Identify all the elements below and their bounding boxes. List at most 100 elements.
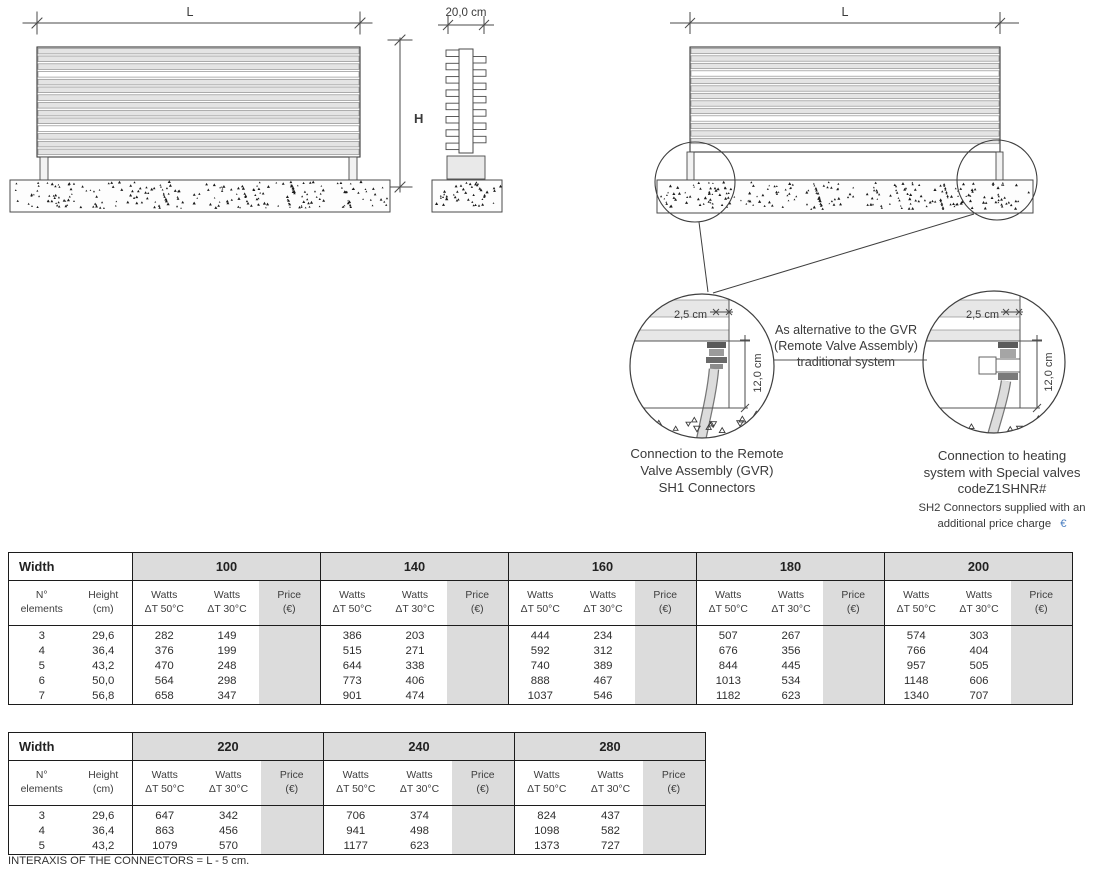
header-line: Height: [88, 770, 119, 782]
height-value: 56,8: [92, 690, 115, 702]
header-line: Watts: [777, 590, 805, 602]
watts-dt50-value: 1340: [884, 689, 948, 705]
price-value: [451, 824, 515, 839]
watts-dt50-value: 844: [696, 659, 760, 674]
col-header-watts-dt30: Watts ΔT 30°C: [387, 760, 452, 806]
elements-value: 3: [38, 810, 45, 822]
euro-currency-symbol: €: [1060, 518, 1067, 530]
col-header-elements: N° elements: [8, 760, 75, 806]
elements-value: 5: [38, 840, 45, 852]
watts-dt50-value: 1182: [696, 689, 760, 705]
alt-note-line3: traditional system: [797, 355, 895, 369]
spec-table: Width 100 140 160 180 200 N° elements Height (cm)…: [8, 552, 1073, 705]
width-group-header: 180: [696, 552, 885, 581]
height-value: 43,2: [92, 660, 115, 672]
watts-dt50-value: 1148: [884, 674, 948, 689]
header-line: ΔT 30°C: [959, 604, 999, 615]
table-row: 7 56,8 658 347 901 474 1037 546 1182 623 1340 707: [9, 689, 1073, 705]
width-label: Width: [8, 552, 133, 581]
price-value: [258, 659, 321, 674]
price-value: [446, 659, 509, 674]
price-value: [642, 824, 706, 839]
col-header-watts-dt50: Watts ΔT 50°C: [320, 580, 384, 626]
watts-dt30-value: 467: [593, 675, 613, 687]
header-line: Watts: [406, 770, 433, 782]
col-header-height: Height (cm): [74, 580, 133, 626]
price-value: [1010, 674, 1073, 689]
header-line: ΔT 30°C: [208, 784, 249, 795]
alt-note-line1: As alternative to the GVR: [775, 323, 917, 337]
elements-value: 7: [38, 690, 45, 702]
header-line: ΔT 50°C: [332, 604, 372, 615]
price-value: [634, 625, 697, 644]
header-line: Price: [279, 770, 304, 782]
height-value: 43,2: [92, 840, 115, 852]
height-value: 50,0: [92, 675, 115, 687]
col-header-watts-dt50: Watts ΔT 50°C: [508, 580, 572, 626]
detail-marker-right: [956, 139, 1038, 221]
height-value: 36,4: [92, 825, 115, 837]
header-line: Height: [88, 590, 119, 602]
watts-dt30-value: 534: [781, 675, 801, 687]
col-header-watts-dt30: Watts ΔT 30°C: [578, 760, 643, 806]
watts-dt30-value: 445: [781, 660, 801, 672]
interaxis-footnote: INTERAXIS OF THE CONNECTORS = L - 5 cm.: [8, 855, 250, 867]
price-value: [634, 674, 697, 689]
watts-dt50-value: 376: [132, 644, 196, 659]
watts-dt50-value: 647: [132, 805, 197, 824]
header-line: ΔT 30°C: [583, 604, 623, 615]
watts-dt50-value: 592: [508, 644, 572, 659]
header-line: ΔT 50°C: [527, 784, 567, 795]
header-line: Watts: [215, 770, 242, 782]
side-view: 20,0 cm: [431, 7, 503, 213]
dim-length-label-right: L: [842, 5, 849, 19]
watts-dt50-value: 282: [132, 625, 196, 644]
watts-dt50-value: 941: [323, 824, 388, 839]
header-line: ΔT 50°C: [145, 784, 185, 795]
header-line: Price: [653, 590, 678, 602]
width-group-header: 280: [514, 732, 706, 761]
dim-side-width-label: 20,0 cm: [446, 7, 487, 19]
price-value: [451, 839, 515, 855]
header-line: (€): [846, 604, 860, 615]
header-line: elements: [20, 784, 63, 795]
price-value: [258, 644, 321, 659]
watts-dt30-value: 234: [593, 630, 613, 642]
header-line: Price: [1029, 590, 1054, 602]
header-line: ΔT 50°C: [896, 604, 936, 615]
header-line: N°: [35, 770, 48, 782]
price-value: [822, 689, 885, 705]
dim-depth-label-left: 12,0 cm: [752, 353, 764, 392]
header-line: Watts: [151, 770, 178, 782]
header-line: Watts: [213, 590, 241, 602]
header-line: Watts: [342, 770, 369, 782]
width-group-header: 240: [323, 732, 515, 761]
watts-dt30-value: 623: [781, 690, 801, 702]
elements-value: 4: [38, 825, 45, 837]
header-line: (cm): [92, 604, 114, 615]
watts-dt50-value: 658: [132, 689, 196, 705]
watts-dt30-value: 203: [405, 630, 425, 642]
watts-dt30-value: 149: [217, 630, 237, 642]
header-line: Price: [470, 770, 495, 782]
watts-dt50-value: 444: [508, 625, 572, 644]
alt-note-line2: (Remote Valve Assembly): [774, 339, 918, 353]
watts-dt30-value: 474: [405, 690, 425, 702]
header-line: (€): [667, 784, 681, 795]
watts-dt30-value: 303: [969, 630, 989, 642]
watts-dt30-value: 606: [969, 675, 989, 687]
col-header-watts-dt50: Watts ΔT 50°C: [132, 760, 197, 806]
price-value: [1010, 689, 1073, 705]
front-view-right: L: [654, 5, 1038, 294]
col-header-watts-dt30: Watts ΔT 30°C: [759, 580, 823, 626]
watts-dt30-value: 505: [969, 660, 989, 672]
caption-special-line1: Connection to heating: [938, 448, 1066, 463]
col-header-price: Price (€): [260, 760, 324, 806]
watts-dt50-value: 1373: [514, 839, 579, 855]
watts-dt50-value: 1037: [508, 689, 572, 705]
header-line: (€): [470, 604, 484, 615]
ground-left: [9, 179, 391, 213]
price-value: [260, 839, 324, 855]
price-value: [1010, 644, 1073, 659]
